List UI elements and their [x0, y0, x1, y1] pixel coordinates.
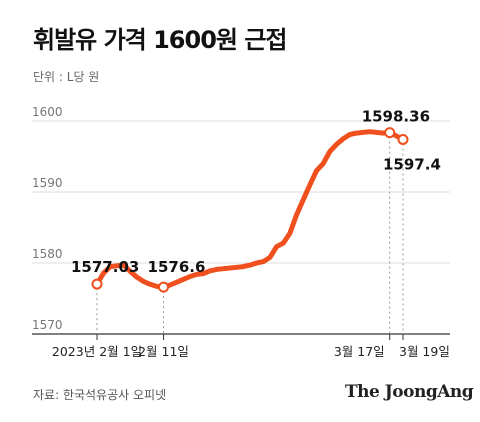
y-tick-label: 1590 — [32, 176, 63, 190]
x-tick-label: 2023년 2월 1일 — [52, 344, 142, 359]
data-label: 1597.4 — [383, 155, 441, 173]
data-point — [397, 133, 409, 145]
data-point — [158, 281, 170, 293]
data-point — [91, 278, 103, 290]
series-line — [94, 129, 406, 290]
y-tick-label: 1600 — [32, 105, 63, 119]
y-tick-label: 1580 — [32, 247, 63, 261]
unit-label: 단위 : L당 원 — [33, 70, 100, 84]
x-tick-label: 2월 11일 — [138, 344, 189, 359]
x-tick-label: 3월 19일 — [399, 344, 450, 359]
y-tick-label: 1570 — [32, 318, 63, 332]
data-label: 1576.6 — [148, 258, 206, 276]
publisher-logo: The JoongAng — [345, 382, 474, 402]
data-label: 1577.03 — [71, 258, 139, 276]
data-point — [384, 127, 396, 139]
source-note: 자료: 한국석유공사 오피넷 — [33, 388, 167, 402]
x-tick-label: 3월 17일 — [334, 344, 385, 359]
data-label: 1598.36 — [362, 108, 430, 126]
chart-title: 휘발유 가격 1600원 근접 — [33, 26, 288, 54]
